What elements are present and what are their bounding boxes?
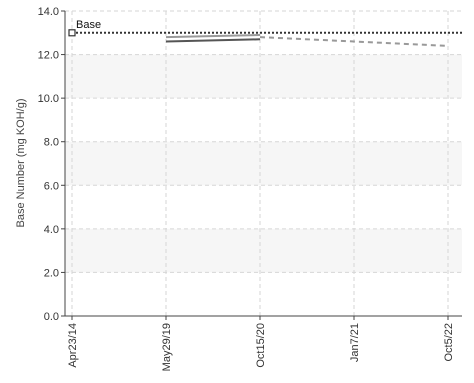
reference-line-group: Base [68, 19, 462, 37]
grid-lines [65, 10, 462, 316]
x-tick-label: May29/19 [161, 323, 173, 371]
shaded-band [65, 228, 462, 273]
y-axis-ticks: 0.0 2.0 4.0 6.0 8.0 10.0 12.0 14.0 [38, 6, 65, 323]
shaded-band [65, 54, 462, 99]
reference-label: Base [76, 19, 101, 31]
y-tick-label: 14.0 [38, 6, 59, 18]
y-tick-label: 8.0 [44, 137, 59, 149]
series-line [259, 36, 449, 47]
y-tick-label: 0.0 [44, 311, 59, 323]
y-axis-title: Base Number (mg KOH/g) [15, 99, 27, 228]
axes [64, 11, 462, 317]
x-tick-label: Jan7/21 [349, 323, 361, 362]
series-line [165, 38, 261, 43]
y-tick-label: 10.0 [38, 93, 59, 105]
y-tick-label: 4.0 [44, 224, 59, 236]
y-tick-label: 6.0 [44, 180, 59, 192]
series-lines [165, 34, 449, 47]
shaded-band [65, 141, 462, 186]
series-line [165, 34, 261, 39]
x-axis-ticks: Apr23/14 May29/19 Oct15/20 Jan7/21 Oct5/22 [67, 316, 455, 371]
reference-marker [68, 29, 76, 37]
x-tick-label: Oct15/20 [255, 323, 267, 368]
x-tick-label: Apr23/14 [67, 323, 79, 368]
y-tick-label: 2.0 [44, 267, 59, 279]
background-bands [65, 54, 462, 273]
x-tick-label: Oct5/22 [443, 323, 455, 362]
y-tick-label: 12.0 [38, 50, 59, 62]
